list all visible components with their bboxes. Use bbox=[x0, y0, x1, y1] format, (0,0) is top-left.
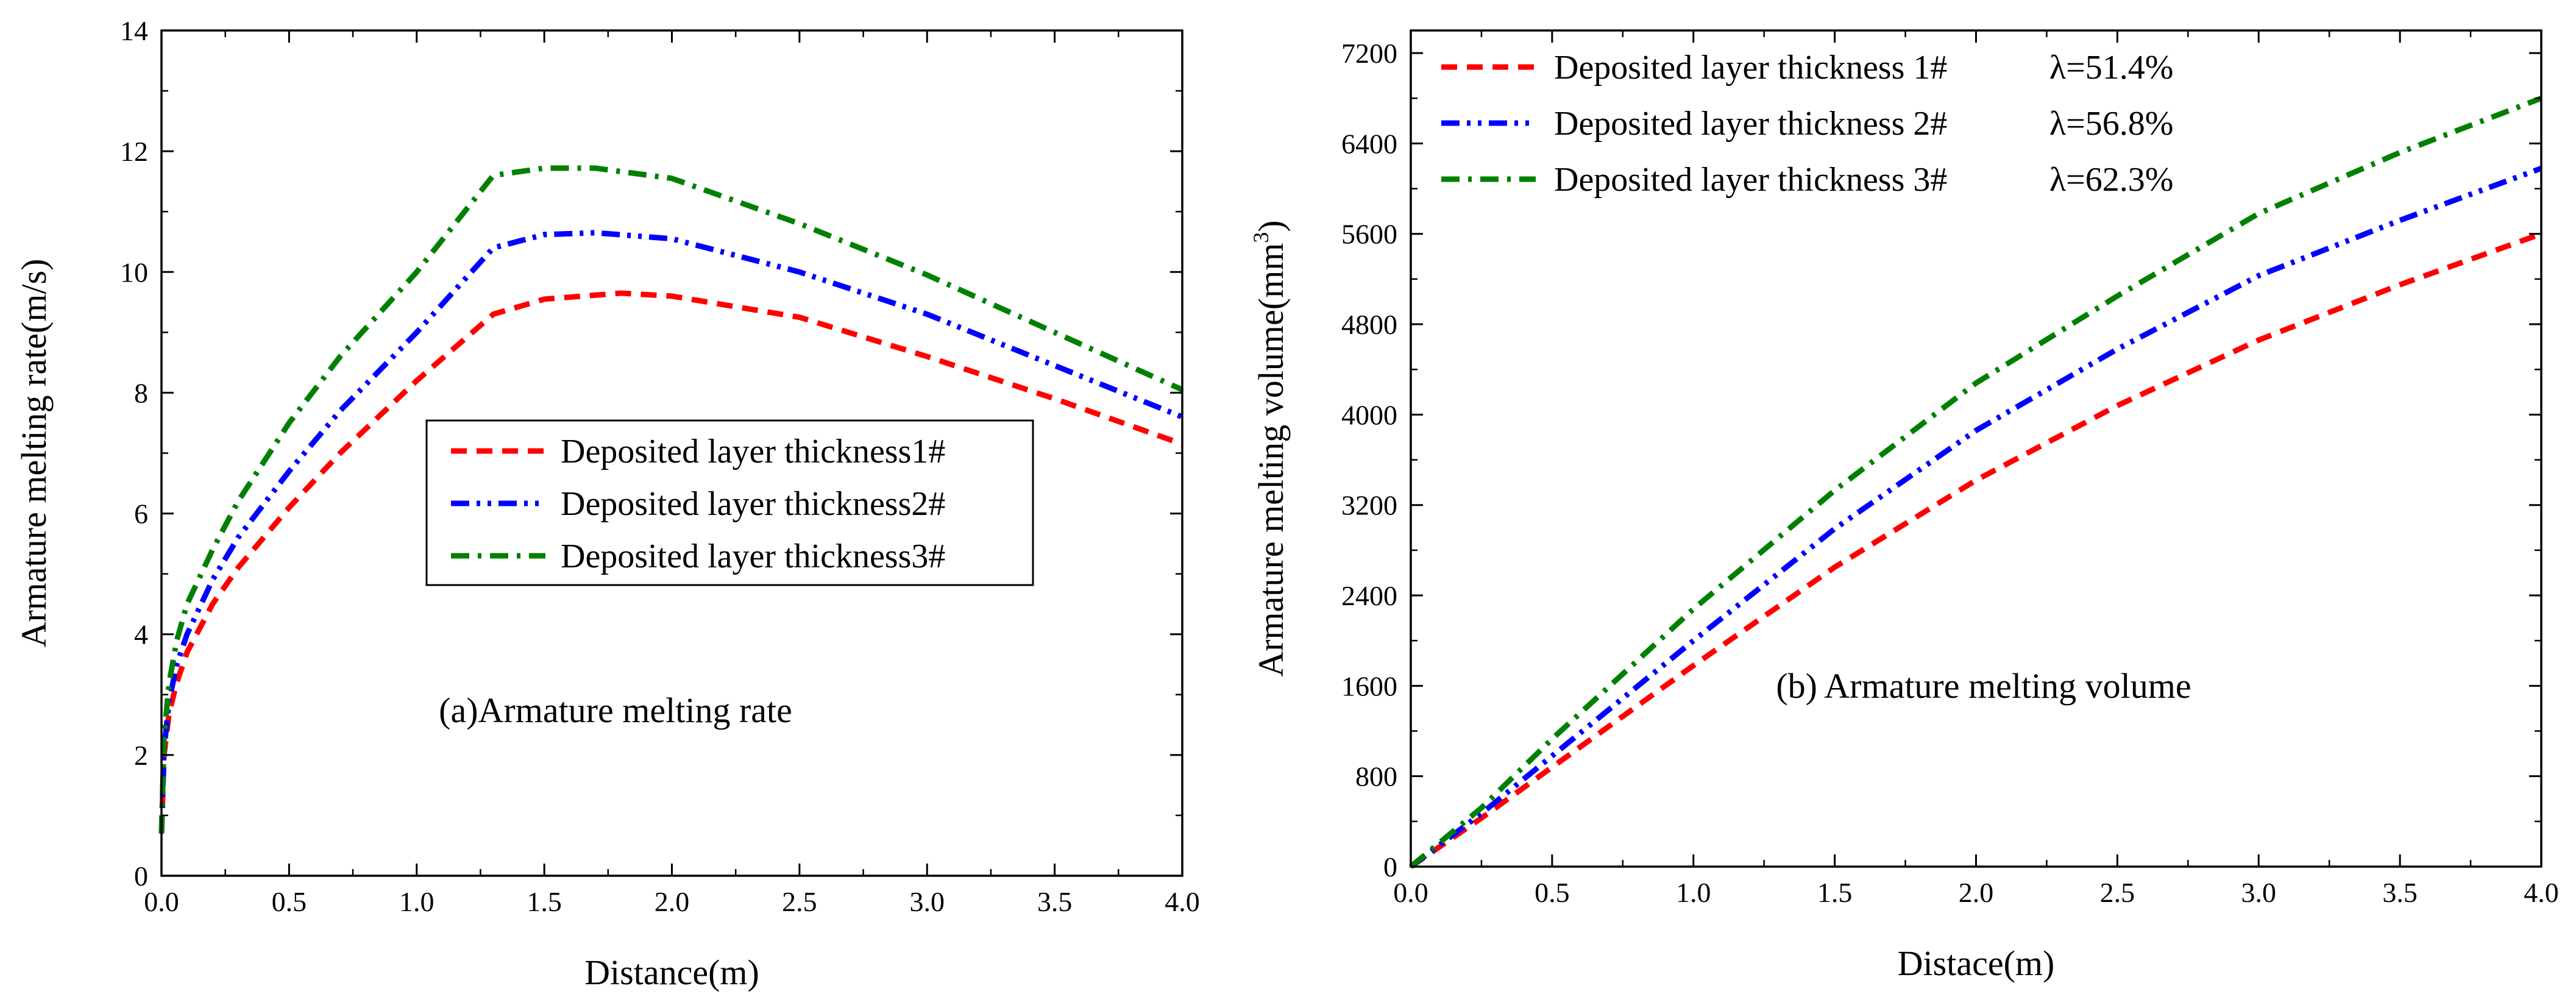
x-tick-label: 0.5 bbox=[272, 886, 307, 917]
y-tick-label: 4000 bbox=[1341, 399, 1397, 430]
y-tick-label: 800 bbox=[1355, 761, 1397, 792]
y-tick-label: 3200 bbox=[1341, 490, 1397, 521]
legend-label-2: Deposited layer thickness2# bbox=[561, 485, 945, 523]
legend-label-2: Deposited layer thickness 2# bbox=[1554, 105, 1947, 143]
y-tick-label: 10 bbox=[120, 257, 148, 288]
series-line-3 bbox=[1409, 95, 2542, 869]
x-tick-label: 2.0 bbox=[655, 886, 690, 917]
legend-label-1: Deposited layer thickness 1# bbox=[1554, 49, 1947, 87]
y-tick-label: 6400 bbox=[1341, 128, 1397, 159]
legend-label-3: Deposited layer thickness 3# bbox=[1554, 161, 1947, 199]
x-axis-label: Distace(m) bbox=[1898, 943, 2055, 983]
legend: Deposited layer thickness1# Deposited lay… bbox=[425, 419, 1034, 586]
legend-label-3: Deposited layer thickness3# bbox=[561, 538, 945, 575]
x-tick-label: 1.0 bbox=[1676, 877, 1711, 908]
x-tick-label: 2.5 bbox=[782, 886, 817, 917]
x-tick-label: 0.0 bbox=[1393, 877, 1428, 908]
x-tick-label: 3.5 bbox=[2382, 877, 2418, 908]
y-tick-label: 8 bbox=[134, 377, 148, 408]
legend-label-1: Deposited layer thickness1# bbox=[561, 433, 945, 470]
series-line-2 bbox=[158, 230, 1183, 834]
series-line-1 bbox=[1409, 231, 2542, 869]
x-tick-label: 1.5 bbox=[1817, 877, 1853, 908]
plot-frame bbox=[1410, 29, 2542, 868]
y-axis-label-text: Armature melting volume(mm bbox=[1251, 243, 1291, 677]
legend: Deposited layer thickness 1# λ=51.4% Depos… bbox=[1441, 49, 2173, 199]
x-tick-label: 3.0 bbox=[2241, 877, 2277, 908]
x-axis-label: Distance(m) bbox=[584, 953, 759, 992]
x-tick-label: 0.5 bbox=[1535, 877, 1570, 908]
y-tick-label: 0 bbox=[1383, 851, 1397, 882]
y-axis-label: Armature melting rate(m/s) bbox=[14, 259, 54, 648]
y-axis-label: Armature melting volume(mm3) bbox=[1249, 220, 1291, 676]
x-tick-label: 4.0 bbox=[2524, 877, 2559, 908]
series-line-2 bbox=[1409, 165, 2542, 869]
chart-a: 0.0 0.5 1.0 1.5 2.0 2.5 3.0 3.5 4.0 0 2 4 6 8 10 12 14 Di… bbox=[14, 15, 1200, 992]
y-tick-label: 2400 bbox=[1341, 580, 1397, 611]
legend-lambda-2: λ=56.8% bbox=[2049, 105, 2173, 143]
y-tick-label: 12 bbox=[120, 136, 148, 167]
x-tick-label: 1.5 bbox=[527, 886, 562, 917]
series-line-1 bbox=[158, 290, 1183, 834]
chart-annotation: (b) Armature melting volume bbox=[1776, 666, 2191, 706]
series-line-3 bbox=[158, 165, 1183, 834]
y-tick-label: 6 bbox=[134, 499, 148, 530]
legend-lambda-1: λ=51.4% bbox=[2049, 49, 2173, 87]
chart-b: 0.0 0.5 1.0 1.5 2.0 2.5 3.0 3.5 4.0 0 800 1600 2400 3… bbox=[1249, 29, 2559, 983]
y-axis-label-suffix: ) bbox=[1251, 220, 1291, 232]
x-tick-label: 4.0 bbox=[1165, 886, 1200, 917]
y-axis-label-superscript: 3 bbox=[1249, 232, 1273, 243]
y-tick-label: 0 bbox=[134, 861, 148, 892]
x-tick-label: 1.0 bbox=[399, 886, 435, 917]
x-tick-label: 3.5 bbox=[1037, 886, 1073, 917]
y-tick-label: 5600 bbox=[1341, 219, 1397, 250]
y-tick-label: 7200 bbox=[1341, 38, 1397, 69]
x-tick-label: 2.5 bbox=[2100, 877, 2135, 908]
legend-lambda-3: λ=62.3% bbox=[2049, 161, 2173, 199]
x-tick-label: 3.0 bbox=[910, 886, 945, 917]
x-tick-label: 0.0 bbox=[144, 886, 179, 917]
x-tick-label: 2.0 bbox=[1959, 877, 1994, 908]
y-tick-label: 1600 bbox=[1341, 670, 1397, 701]
y-tick-label: 2 bbox=[134, 740, 148, 771]
y-axis-label-text: Armature melting rate(m/s) bbox=[14, 259, 54, 648]
y-tick-label: 14 bbox=[120, 15, 148, 46]
chart-annotation: (a)Armature melting rate bbox=[439, 690, 792, 730]
y-tick-label: 4 bbox=[134, 619, 148, 650]
y-tick-label: 4800 bbox=[1341, 309, 1397, 340]
